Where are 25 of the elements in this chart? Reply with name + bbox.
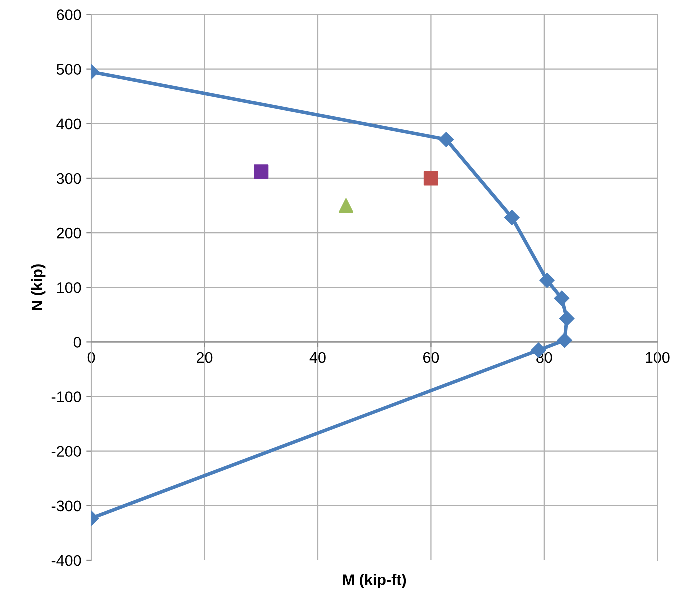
y-tick-label: 400 — [56, 118, 82, 130]
point — [424, 171, 438, 186]
y-tick-label: -200 — [52, 446, 82, 458]
y-tick-label: 300 — [56, 173, 82, 184]
x-tick-label: 100 — [646, 352, 670, 364]
point — [504, 210, 520, 226]
y-tick-label: -300 — [52, 500, 82, 512]
x-tick-label: 60 — [423, 352, 440, 364]
y-tick-label: 0 — [74, 337, 82, 348]
y-tick-label: -100 — [52, 392, 82, 402]
point — [540, 272, 555, 288]
y-axis-title: N (kip) — [31, 264, 46, 310]
x-tick-label: 20 — [197, 352, 213, 364]
point — [339, 198, 354, 214]
point — [560, 311, 575, 326]
y-tick-label: 500 — [56, 64, 82, 76]
x-axis-title: M (kip-ft) — [343, 574, 406, 588]
point — [438, 132, 454, 148]
point — [557, 332, 572, 348]
x-tick-label: 40 — [310, 352, 326, 364]
y-tick-label: 100 — [57, 282, 82, 294]
y-tick-label: 200 — [57, 228, 82, 239]
point — [554, 290, 570, 306]
y-tick-label: -400 — [52, 555, 82, 566]
y-tick-label: 600 — [57, 10, 82, 20]
